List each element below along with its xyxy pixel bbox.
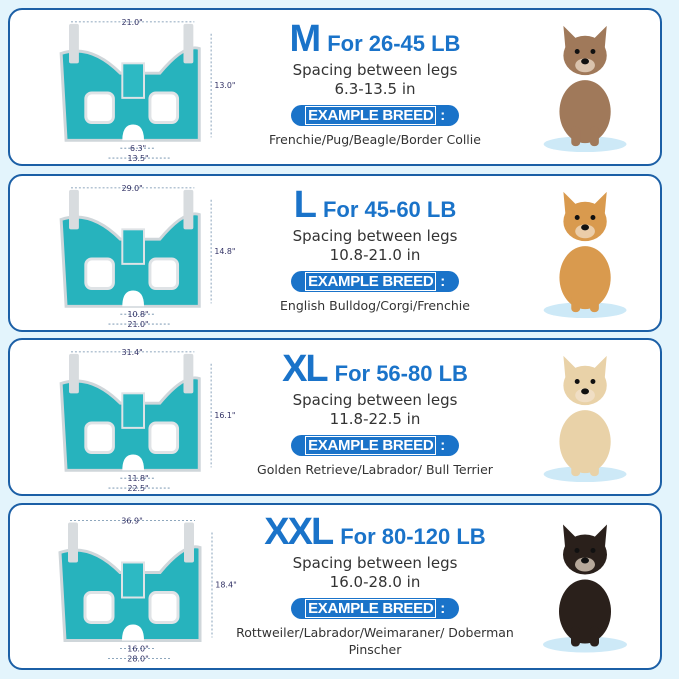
height-label: 16.1" [214, 411, 235, 420]
strap [184, 522, 194, 563]
breed-list: Frenchie/Pug/Beagle/Border Collie [269, 132, 481, 147]
size-card-m: 21.0" 13.0" 6.3" 13.5" M For 26-45 LB Spa… [8, 8, 662, 166]
outer-spacing-label: 21.0" [128, 320, 149, 328]
spacing-label: Spacing between legs [292, 61, 458, 79]
example-breed-badge: EXAMPLE BREED : [291, 598, 459, 619]
strap [69, 189, 79, 230]
golden-retriever-photo [543, 355, 627, 483]
size-name: XXL [264, 511, 334, 553]
breed-list: Golden Retrieve/Labrador/ Bull Terrier [257, 462, 493, 477]
height-label: 13.0" [214, 81, 235, 90]
sling-diagram: 29.0" 14.8" 10.8" 21.0" [59, 184, 236, 328]
breed-list: English Bulldog/Corgi/Frenchie [280, 298, 470, 313]
french-bulldog-photo [543, 25, 627, 153]
inner-spacing-label: 6.3" [130, 144, 146, 153]
strap [69, 353, 79, 394]
height-label: 18.4" [215, 581, 237, 590]
width-label: 21.0" [122, 18, 143, 27]
size-card-xl: 31.4" 16.1" 11.8" 22.5" XL For 56-80 LB S… [8, 338, 662, 496]
weight-range: For 80-120 LB [340, 524, 486, 549]
spacing-label: Spacing between legs [292, 554, 458, 572]
spacing-value: 6.3-13.5 in [334, 80, 416, 98]
inner-spacing-label: 10.8" [128, 310, 149, 319]
size-title: M For 26-45 LB [230, 18, 520, 61]
size-card-l: 29.0" 14.8" 10.8" 21.0" L For 45-60 LB Sp… [8, 174, 662, 332]
weight-range: For 45-60 LB [322, 197, 457, 222]
width-label: 29.0" [122, 184, 143, 193]
corgi-photo [543, 191, 627, 319]
size-name: M [289, 18, 322, 60]
strap [183, 353, 194, 394]
strap [69, 23, 79, 64]
inner-spacing-label: 11.8" [128, 474, 149, 483]
example-breed-badge: EXAMPLE BREED : [291, 105, 459, 126]
outer-spacing-label: 22.5" [128, 484, 149, 492]
weight-range: For 26-45 LB [327, 31, 461, 56]
example-breed-badge: EXAMPLE BREED : [291, 435, 459, 456]
outer-spacing-label: 28.0" [127, 655, 149, 664]
spacing-label: Spacing between legs [292, 391, 458, 409]
size-info: XL For 56-80 LB Spacing between legs 11.8… [230, 348, 520, 478]
strap [68, 522, 78, 563]
spacing-value: 10.8-21.0 in [329, 246, 421, 264]
rottweiler-photo [543, 524, 627, 653]
size-title: XXL For 80-120 LB [230, 511, 520, 554]
size-name: L [293, 184, 317, 226]
strap [183, 23, 194, 64]
size-info: M For 26-45 LB Spacing between legs 6.3-1… [230, 18, 520, 148]
size-name: XL [282, 348, 329, 390]
width-label: 31.4" [122, 348, 143, 357]
size-title: XL For 56-80 LB [230, 348, 520, 391]
weight-range: For 56-80 LB [334, 361, 468, 386]
size-title: L For 45-60 LB [230, 184, 520, 227]
height-label: 14.8" [214, 247, 235, 256]
sling-diagram: 36.9" 18.4" 16.0" 28.0" [58, 517, 237, 664]
breed-list: Rottweiler/Labrador/Weimaraner/ Doberman… [236, 625, 514, 657]
inner-spacing-label: 16.0" [127, 645, 149, 654]
width-label: 36.9" [121, 517, 143, 526]
size-info: L For 45-60 LB Spacing between legs 10.8-… [230, 184, 520, 314]
size-card-xxl: 36.9" 18.4" 16.0" 28.0" XXL For 80-120 LB… [8, 503, 662, 670]
example-breed-badge: EXAMPLE BREED : [291, 271, 459, 292]
size-info: XXL For 80-120 LB Spacing between legs 16… [230, 511, 520, 658]
spacing-value: 11.8-22.5 in [329, 410, 421, 428]
sling-diagram: 31.4" 16.1" 11.8" 22.5" [59, 348, 236, 492]
strap [183, 189, 194, 230]
outer-spacing-label: 13.5" [128, 154, 149, 162]
spacing-label: Spacing between legs [292, 227, 458, 245]
spacing-value: 16.0-28.0 in [329, 573, 421, 591]
sling-diagram: 21.0" 13.0" 6.3" 13.5" [59, 18, 236, 162]
